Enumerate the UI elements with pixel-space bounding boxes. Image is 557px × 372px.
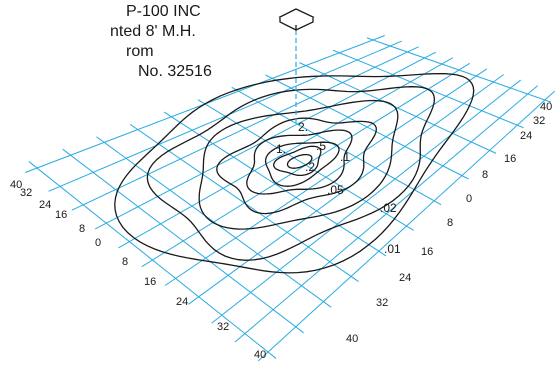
- right-depth-tick: 40: [540, 101, 552, 113]
- grid-line: [48, 40, 402, 192]
- grid-line: [234, 85, 539, 343]
- left-depth-tick: 0: [95, 237, 101, 249]
- grid-line: [211, 79, 522, 324]
- header-line: nted 8' M.H.: [110, 23, 196, 40]
- left-depth-tick: 16: [144, 276, 156, 288]
- left-depth-tick: 32: [20, 187, 32, 199]
- contour-label-02: .2: [305, 160, 315, 174]
- grid-line: [118, 57, 453, 249]
- contour-label-05: .5: [316, 139, 326, 153]
- left-depth-tick: 32: [217, 321, 229, 333]
- right-depth-axis: 40 32 24 16 8 0 8 16 24 32 40: [346, 101, 552, 345]
- contour-labels: .01 .02 .05 .1 .2 .5 1. 2.: [276, 120, 401, 256]
- isolux-contours: [114, 72, 475, 274]
- grid-line: [164, 68, 488, 286]
- isolux-contour: [286, 153, 313, 169]
- isolux-contour: [246, 129, 353, 195]
- contour-label-1: 1.: [276, 142, 286, 156]
- grid-line: [257, 90, 556, 362]
- right-depth-tick: 8: [447, 217, 453, 229]
- right-depth-tick: 24: [399, 272, 411, 284]
- isolux-contour: [198, 99, 399, 230]
- floor-grid: [25, 35, 556, 362]
- left-depth-tick: 16: [55, 209, 67, 221]
- luminaire-icon: [278, 8, 315, 31]
- left-depth-tick: 8: [122, 256, 128, 268]
- left-depth-tick: 40: [10, 179, 22, 191]
- isolux-contour: [273, 145, 322, 177]
- header-line: No. 32516: [138, 63, 212, 80]
- left-depth-tick: 24: [176, 296, 188, 308]
- right-depth-tick: 32: [533, 115, 545, 127]
- right-depth-tick: 0: [466, 193, 472, 205]
- isolux-contour: [146, 86, 436, 261]
- contour-label-005: .05: [327, 183, 344, 197]
- right-depth-tick: 16: [421, 246, 433, 258]
- left-depth-tick: 8: [79, 223, 85, 235]
- header-line: P-100 INC: [126, 3, 201, 20]
- contour-label-002: .02: [380, 201, 397, 215]
- contour-label-001: .01: [384, 242, 401, 256]
- isolux-contour: [216, 117, 377, 215]
- left-depth-tick: 40: [254, 349, 266, 361]
- grid-line: [188, 74, 505, 305]
- grid-line: [71, 46, 419, 211]
- right-depth-tick: 32: [376, 297, 388, 309]
- contour-label-2: 2.: [298, 120, 308, 134]
- header-line: rom: [126, 43, 154, 60]
- isolux-contour: [114, 72, 475, 274]
- left-depth-axis: 40 32 24 16 8 0 8 16 24 32 40: [10, 179, 266, 361]
- isolux-contour: [264, 141, 340, 187]
- right-depth-tick: 24: [520, 130, 532, 142]
- left-depth-tick: 24: [39, 199, 51, 211]
- right-depth-tick: 40: [346, 333, 358, 345]
- right-depth-tick: 8: [482, 169, 488, 181]
- right-depth-tick: 16: [504, 153, 516, 165]
- contour-label-01: .1: [340, 150, 350, 164]
